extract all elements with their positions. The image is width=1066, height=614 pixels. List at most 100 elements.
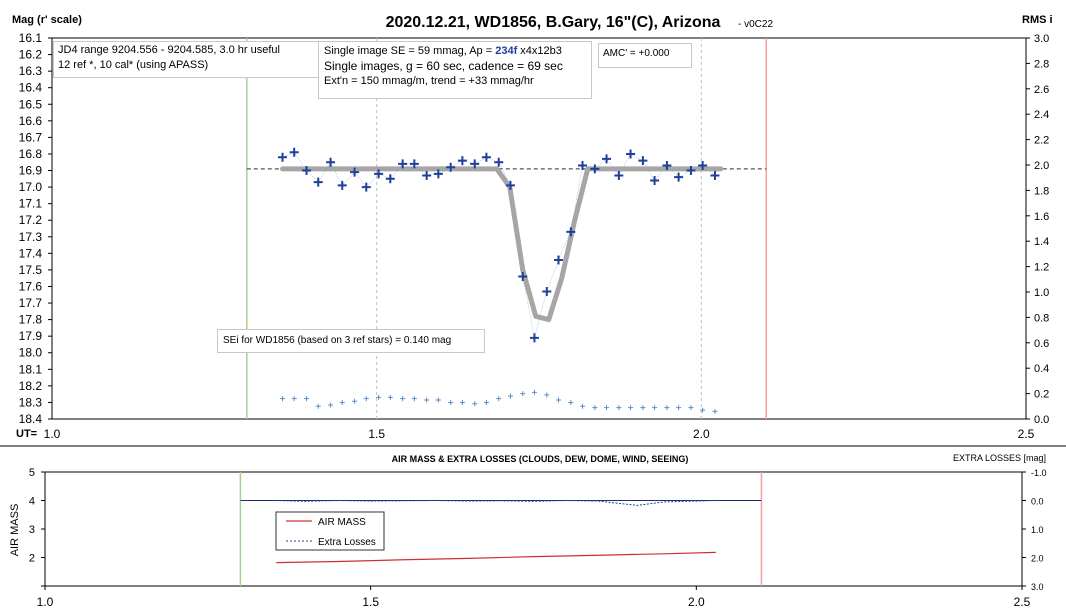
top-right-tick-label: 1.0 xyxy=(1034,287,1049,299)
magnitude-point xyxy=(602,154,612,164)
magnitude-point xyxy=(674,172,684,182)
single-image-se-line: Single image SE = 59 mmag, Ap = 234f x4x… xyxy=(324,45,562,57)
magnitude-point xyxy=(278,152,288,162)
magnitude-point xyxy=(433,169,443,179)
magnitude-point xyxy=(385,174,395,184)
legend-extra-label: Extra Losses xyxy=(318,537,376,548)
rms-point xyxy=(640,405,646,411)
magnitude-point xyxy=(578,161,588,171)
aperture-value: 234f xyxy=(495,45,518,57)
magnitude-point xyxy=(302,166,312,176)
rms-point xyxy=(628,405,634,411)
bottom-right-tick-label: 1.0 xyxy=(1031,525,1044,535)
top-left-tick-label: 17.5 xyxy=(19,263,43,277)
top-right-axis-label: RMS i xyxy=(1022,14,1053,26)
top-right-tick-label: 0.0 xyxy=(1034,414,1049,426)
rms-point xyxy=(544,392,550,398)
bottom-right-tick-label: 0.0 xyxy=(1031,497,1044,507)
bottom-left-tick-label: 4 xyxy=(29,496,35,508)
rms-point xyxy=(555,397,561,403)
top-left-tick-label: 17.0 xyxy=(19,180,43,194)
magnitude-point xyxy=(470,159,480,169)
rms-point xyxy=(520,391,526,397)
rms-point xyxy=(483,399,489,405)
rms-point xyxy=(507,393,513,399)
top-left-tick-label: 16.5 xyxy=(19,97,43,111)
extinction-line: Ext'n = 150 mmag/m, trend = +33 mmag/hr xyxy=(324,75,534,87)
bottom-right-tick-label: 2.0 xyxy=(1031,554,1044,564)
bottom-x-tick-label: 1.5 xyxy=(362,595,379,609)
magnitude-point xyxy=(710,170,720,180)
top-left-tick-label: 17.2 xyxy=(19,213,43,227)
magnitude-point xyxy=(374,169,384,179)
amc-annotation: AMC' = +0.000 xyxy=(598,43,692,68)
rms-point xyxy=(387,394,393,400)
top-right-tick-label: 0.6 xyxy=(1034,338,1049,350)
ref-star-line: 12 ref *, 10 cal* (using APASS) xyxy=(58,59,209,71)
bottom-legend: AIR MASS Extra Losses xyxy=(275,511,385,551)
bottom-x-tick-label: 1.0 xyxy=(37,595,54,609)
rms-point xyxy=(280,396,286,402)
top-right-tick-label: 2.2 xyxy=(1034,135,1049,147)
magnitude-point xyxy=(446,162,456,172)
bottom-right-tick-label: -1.0 xyxy=(1031,468,1047,478)
airmass-line xyxy=(276,551,716,564)
bottom-panel-plot: 1.0 1.5 2.0 2.5 5 4 3 2 -1.0 0.0 1.0 2.0 3.0 xyxy=(0,445,1066,609)
magnitude-point xyxy=(566,227,576,237)
top-left-tick-label: 16.8 xyxy=(19,147,43,161)
rms-point xyxy=(616,405,622,411)
top-right-tick-label: 2.8 xyxy=(1034,58,1049,70)
top-left-axis-label: Mag (r' scale) xyxy=(12,14,82,26)
top-right-tick-label: 1.8 xyxy=(1034,185,1049,197)
rms-point xyxy=(424,397,430,403)
ut-label: UT= xyxy=(16,428,37,440)
extra-losses-line xyxy=(276,499,716,506)
top-right-tick-label: 1.6 xyxy=(1034,211,1049,223)
rms-point xyxy=(328,402,334,408)
magnitude-point xyxy=(422,170,432,180)
top-right-tick-label: 3.0 xyxy=(1034,33,1049,45)
top-left-tick-label: 17.4 xyxy=(19,246,43,260)
magnitude-point xyxy=(662,161,672,171)
rms-point xyxy=(459,399,465,405)
top-right-tick-label: 1.2 xyxy=(1034,262,1049,274)
cadence-line: Single images, g = 60 sec, cadence = 69 … xyxy=(324,59,563,73)
top-left-tick-label: 17.9 xyxy=(19,329,43,343)
top-left-tick-label: 16.3 xyxy=(19,64,43,78)
jd-range-annotation: JD4 range 9204.556 - 9204.585, 3.0 hr us… xyxy=(53,41,319,78)
top-left-tick-label: 17.6 xyxy=(19,279,43,293)
top-left-tick-label: 18.4 xyxy=(19,412,43,426)
sei-annotation: SEi for WD1856 (based on 3 ref stars) = … xyxy=(217,329,485,353)
top-left-tick-label: 18.3 xyxy=(19,395,43,409)
rms-point xyxy=(376,394,382,400)
magnitude-point xyxy=(638,156,648,166)
chart-title: 2020.12.21, WD1856, B.Gary, 16"(C), Ariz… xyxy=(386,14,721,31)
magnitude-point xyxy=(614,170,624,180)
magnitude-point xyxy=(553,255,563,265)
rms-point xyxy=(496,396,502,402)
rms-point xyxy=(472,401,478,407)
rms-point xyxy=(568,399,574,405)
top-left-tick-label: 17.1 xyxy=(19,197,43,211)
bottom-left-axis-label: AIR MASS xyxy=(9,504,21,557)
jd-range-line: JD4 range 9204.556 - 9204.585, 3.0 hr us… xyxy=(58,44,280,56)
top-left-tick-label: 16.6 xyxy=(19,114,43,128)
rms-point xyxy=(339,399,345,405)
rms-point xyxy=(592,405,598,411)
rms-point xyxy=(291,396,297,402)
top-x-tick-label: 2.0 xyxy=(693,427,710,441)
magnitude-point xyxy=(686,166,696,176)
magnitude-point xyxy=(326,157,336,167)
rms-point xyxy=(304,396,310,402)
top-left-tick-label: 18.1 xyxy=(19,362,43,376)
magnitude-point xyxy=(518,272,528,282)
rms-point xyxy=(531,389,537,395)
model-curve xyxy=(280,166,724,323)
version-label: - v0C22 xyxy=(738,19,773,30)
rms-point xyxy=(688,405,694,411)
magnitude-point xyxy=(337,180,347,190)
magnitude-point xyxy=(457,156,467,166)
top-right-tick-label: 2.6 xyxy=(1034,84,1049,96)
rms-point xyxy=(352,398,358,404)
single-image-annotation: Single image SE = 59 mmag, Ap = 234f x4x… xyxy=(318,41,592,99)
